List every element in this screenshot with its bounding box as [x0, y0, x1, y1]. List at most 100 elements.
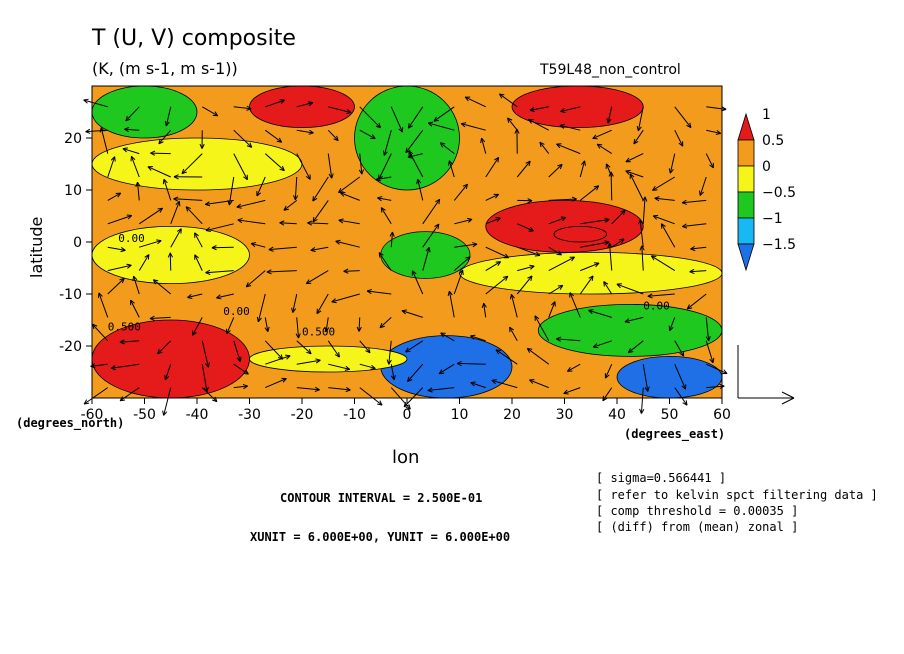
wind-vector	[268, 246, 297, 252]
wind-vector	[205, 223, 234, 233]
wind-vector	[377, 196, 392, 202]
wind-vector	[422, 198, 441, 225]
contour-label: 0.00	[643, 300, 670, 313]
wind-vector	[107, 263, 132, 272]
wind-vector	[668, 153, 676, 174]
wind-vector	[359, 387, 383, 406]
x-tick-label: -60	[81, 407, 104, 423]
wind-vector	[264, 317, 270, 332]
wind-vector	[534, 315, 550, 342]
wind-vector	[124, 126, 140, 133]
wind-vector	[579, 160, 586, 178]
x-tick-label: 60	[713, 407, 731, 423]
wind-vector	[548, 216, 567, 225]
wind-vector	[199, 130, 205, 149]
colorbar-label: 0	[762, 159, 771, 175]
wind-vector	[639, 245, 645, 271]
wind-vector	[233, 153, 248, 181]
wind-vector	[447, 290, 455, 318]
wind-vector	[516, 160, 531, 178]
wind-vector	[310, 246, 329, 253]
colorbar-swatch	[737, 165, 755, 193]
wind-vector	[699, 176, 707, 196]
wind-vector	[517, 198, 533, 204]
wind-vector	[379, 317, 392, 329]
wind-vector	[647, 293, 675, 299]
wind-vector	[340, 191, 360, 201]
x-tick-label: 10	[451, 407, 469, 423]
field-region	[92, 86, 198, 139]
wind-vector	[592, 340, 612, 349]
wind-vector	[307, 220, 329, 226]
chart-title: T (U, V) composite	[91, 26, 296, 51]
wind-vector	[498, 93, 518, 108]
wind-vector	[438, 363, 455, 375]
wind-vector	[405, 340, 424, 353]
wind-vector	[291, 293, 298, 313]
wind-vector	[296, 358, 321, 365]
wind-vector	[569, 292, 581, 318]
wind-vector	[296, 129, 314, 135]
wind-vector	[233, 340, 242, 362]
colorbar-label: −1.5	[762, 237, 796, 253]
wind-vector	[495, 349, 518, 365]
field-region	[553, 225, 607, 243]
wind-vector	[187, 293, 203, 300]
wind-vector	[83, 98, 108, 108]
wind-vector	[453, 269, 464, 295]
y-axis: -20 -10 0 10 20	[59, 131, 92, 355]
wind-vector	[164, 106, 172, 127]
wind-vector	[107, 192, 122, 201]
wind-vector	[407, 106, 424, 129]
note-diff: [ (diff) from (mean) zonal ]	[596, 520, 798, 534]
wind-vector	[157, 340, 172, 355]
field-region	[616, 356, 722, 398]
wind-vector	[407, 363, 424, 383]
colorbar-label: 1	[762, 107, 771, 123]
wind-vector	[596, 143, 613, 155]
wind-vector	[548, 301, 556, 318]
wind-vector	[485, 217, 501, 225]
wind-vector	[265, 354, 291, 365]
wind-vector	[674, 106, 692, 129]
wind-vector	[427, 387, 455, 393]
wind-vector	[205, 269, 234, 275]
wind-vector	[491, 379, 518, 389]
wind-vector	[152, 279, 172, 295]
wind-vector	[226, 317, 235, 335]
wind-vector	[92, 323, 109, 342]
wind-vector	[107, 277, 125, 295]
wind-vector	[706, 363, 728, 375]
wind-vector	[606, 106, 613, 124]
wind-vector	[264, 153, 285, 172]
wind-vector	[130, 299, 140, 318]
wind-vector	[416, 178, 424, 201]
wind-vector	[401, 309, 423, 318]
wind-vector	[305, 270, 329, 285]
wind-vector	[633, 129, 644, 145]
wind-vector	[162, 178, 172, 201]
wind-vector	[481, 302, 487, 318]
note-threshold: [ comp threshold = 0.00035 ]	[596, 504, 798, 518]
wind-vector	[335, 239, 360, 248]
y-unit-label: (degrees_north)	[16, 416, 124, 431]
wind-vector	[422, 247, 431, 271]
wind-vector	[150, 150, 171, 156]
chart-subtitle: (K, (m s-1, m s-1))	[92, 59, 238, 78]
wind-vector	[580, 262, 600, 272]
wind-vector	[427, 121, 455, 131]
wind-vector	[485, 156, 500, 178]
wind-vector	[233, 105, 252, 111]
wind-vector	[485, 261, 502, 272]
wind-vector	[194, 254, 203, 271]
wind-vector	[548, 246, 562, 256]
wind-vector	[548, 256, 575, 272]
contour-label: 0.00	[118, 232, 145, 245]
wind-vector	[170, 228, 182, 248]
field-region	[249, 345, 408, 373]
wind-vector	[205, 199, 234, 207]
wind-vector	[211, 245, 234, 251]
wind-vector	[293, 176, 299, 201]
wind-vector	[390, 364, 396, 381]
note-filtering: [ refer to kelvin spct filtering data ]	[596, 488, 878, 502]
